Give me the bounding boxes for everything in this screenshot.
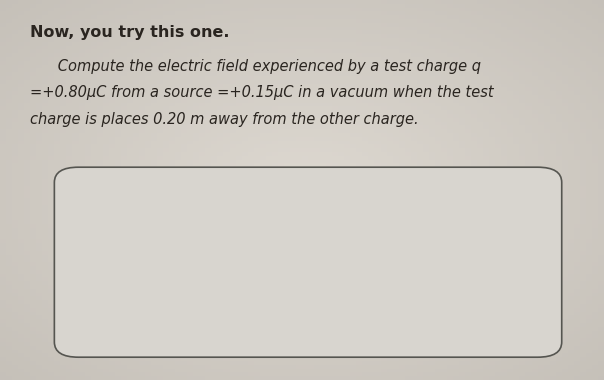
Text: =+0.80μC from a source =+0.15μC in a vacuum when the test: =+0.80μC from a source =+0.15μC in a vac… bbox=[30, 86, 494, 100]
Text: charge is places 0.20 m away from the other charge.: charge is places 0.20 m away from the ot… bbox=[30, 112, 419, 127]
Text: Now, you try this one.: Now, you try this one. bbox=[30, 25, 230, 40]
Text: Compute the electric field experienced by a test charge q: Compute the electric field experienced b… bbox=[30, 59, 481, 74]
FancyBboxPatch shape bbox=[54, 167, 562, 357]
